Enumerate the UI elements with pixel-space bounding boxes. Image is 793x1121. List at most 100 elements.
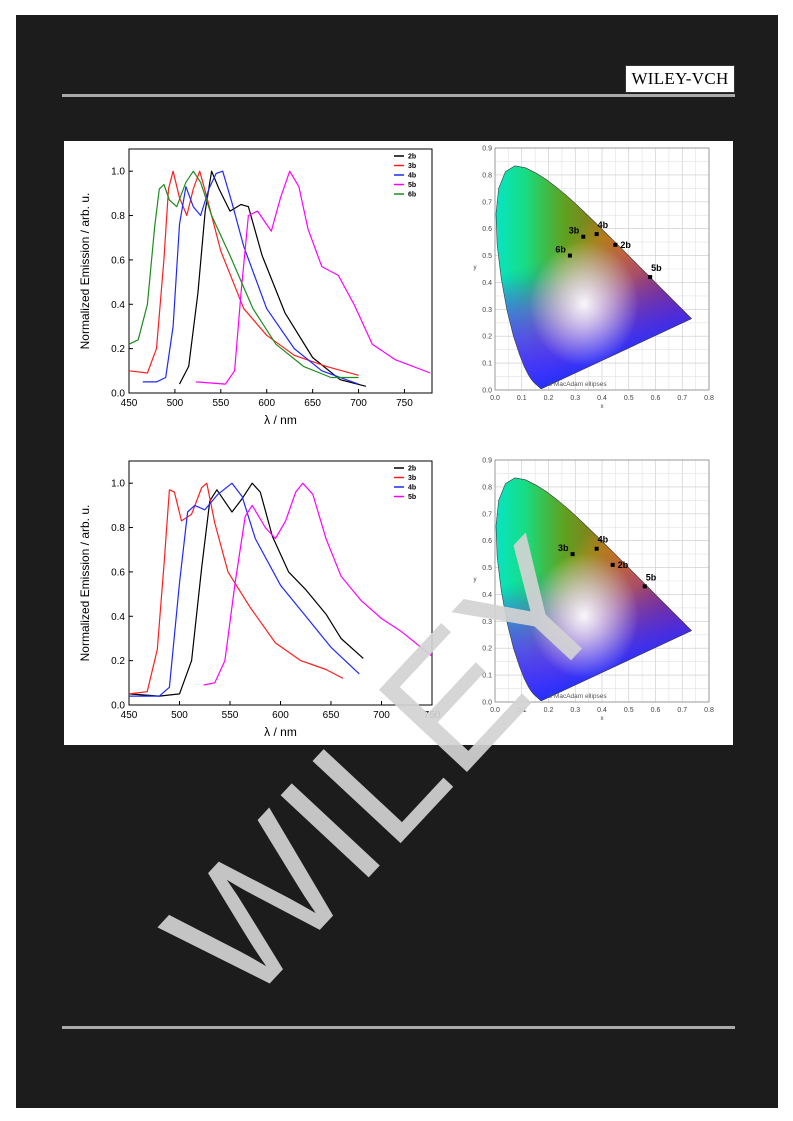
top-emission-series-3b-line: [128, 170, 359, 376]
bottom-cie-x-tick-label: 0.8: [704, 707, 714, 714]
bottom-cie-point-2b: [610, 562, 615, 567]
top-emission-x-tick-label: 750: [396, 398, 413, 409]
top-cie-x-tick-label: 0.0: [490, 395, 500, 402]
bottom-emission-series-3b-line: [128, 482, 344, 695]
top-cie-annotation: 3 MacAdam ellipses: [549, 381, 608, 388]
top-cie-y-tick-label: 0.7: [482, 199, 492, 206]
bottom-emission-plot-frame: [128, 460, 433, 706]
bottom-cie-x-tick-label: 0.2: [544, 707, 554, 714]
bottom-emission-x-tick-label: 650: [323, 710, 340, 721]
top-cie-y-tick-label: 0.3: [482, 307, 492, 314]
bottom-cie-gamut-outline: [495, 477, 692, 701]
top-emission-x-tick-label: 500: [167, 398, 184, 409]
top-cie-gamut-outline: [495, 165, 692, 389]
bottom-emission-series-2b-line: [128, 482, 364, 697]
bottom-cie-y-tick-label: 0.2: [482, 646, 492, 653]
top-cie-x-tick-label: 0.1: [517, 395, 527, 402]
bottom-emission-y-axis-label: Normalized Emission / arb. u.: [78, 505, 92, 662]
bottom-emission-legend-label-4b: 4b: [408, 485, 416, 492]
bottom-cie-y-axis-label: y: [474, 577, 477, 583]
top-emission-legend-label-3b: 3b: [408, 163, 416, 170]
bottom-emission-x-tick-label: 700: [373, 710, 390, 721]
bottom-cie-y-tick-label: 0.0: [482, 700, 492, 707]
bottom-cie-point-4b: [594, 546, 599, 551]
top-cie-x-tick-label: 0.7: [677, 395, 687, 402]
top-cie-point-5b: [648, 275, 653, 280]
top-cie-x-tick-label: 0.8: [704, 395, 714, 402]
bottom-emission-y-tick-label: 0.2: [111, 656, 125, 667]
bottom-cie-point-label-4b: 4b: [598, 535, 609, 545]
bottom-cie-x-tick-label: 0.1: [517, 707, 527, 714]
top-cie-x-tick-label: 0.2: [544, 395, 554, 402]
bottom-cie-y-tick-label: 0.1: [482, 673, 492, 680]
top-cie-y-tick-label: 0.6: [482, 226, 492, 233]
bottom-cie-point-3b: [570, 552, 575, 557]
bottom-cie-point-5b: [642, 584, 647, 589]
top-cie-y-axis-label: y: [474, 265, 477, 271]
top-emission-plot-frame: [128, 148, 433, 394]
figure-canvas: 450 500 550 600 650 700 750 0.0 0.2 0.4 0.6 0.8 1.0 λ…: [78, 146, 714, 740]
top-emission-series-5b-line: [195, 170, 431, 385]
figure: 450 500 550 600 650 700 750 0.0 0.2 0.4 0.6 0.8 1.0 λ…: [64, 141, 733, 745]
top-emission-x-tick-label: 700: [350, 398, 367, 409]
bottom-cie-point-label-2b: 2b: [618, 560, 629, 570]
bottom-emission-y-tick-label: 1.0: [111, 479, 125, 490]
publisher-logo-text: WILEY-VCH: [631, 69, 729, 88]
bottom-emission-x-tick-label: 750: [424, 710, 441, 721]
top-emission-y-tick-label: 0.4: [111, 300, 125, 311]
top-emission-y-tick-label: 0.0: [111, 389, 125, 400]
bottom-emission-legend-label-3b: 3b: [408, 475, 416, 482]
publisher-logo: WILEY-VCH: [625, 65, 735, 93]
top-cie-point-label-5b: 5b: [651, 263, 662, 273]
top-cie-x-tick-label: 0.3: [570, 395, 580, 402]
bottom-cie-x-tick-label: 0.7: [677, 707, 687, 714]
top-emission-legend-label-6b: 6b: [408, 192, 416, 199]
top-emission-series-2b-line: [178, 170, 367, 387]
bottom-cie-x-tick-label: 0.5: [624, 707, 634, 714]
bottom-emission-y-tick-label: 0.6: [111, 567, 125, 578]
bottom-cie-y-tick-label: 0.9: [482, 458, 492, 465]
bottom-cie-point-label-3b: 3b: [558, 543, 569, 553]
bottom-emission-legend-label-5b: 5b: [408, 494, 416, 501]
header-rule: [62, 94, 735, 97]
top-emission-legend-label-4b: 4b: [408, 173, 416, 180]
bottom-emission-x-tick-label: 450: [121, 710, 138, 721]
top-cie-y-tick-label: 0.8: [482, 172, 492, 179]
bottom-cie-y-tick-label: 0.7: [482, 511, 492, 518]
bottom-emission-series-5b-line: [203, 482, 433, 686]
bottom-emission-legend-label-2b: 2b: [408, 466, 416, 473]
bottom-cie-y-tick-label: 0.6: [482, 538, 492, 545]
bottom-emission-y-tick-label: 0.4: [111, 612, 125, 623]
top-cie-y-tick-label: 0.4: [482, 280, 492, 287]
footer-rule: [62, 1026, 735, 1029]
top-emission-series-4b-line: [142, 170, 359, 385]
top-cie-point-6b: [567, 253, 572, 258]
bottom-cie-annotation: 3 MacAdam ellipses: [549, 693, 608, 700]
top-emission-x-tick-label: 650: [304, 398, 321, 409]
top-emission-y-tick-label: 0.2: [111, 344, 125, 355]
bottom-emission-series-4b-line: [129, 482, 360, 697]
bottom-cie-x-tick-label: 0.6: [651, 707, 661, 714]
top-cie-point-2b: [613, 242, 618, 247]
bottom-cie-gamut-shading: [496, 477, 692, 701]
top-cie-y-tick-label: 0.1: [482, 361, 492, 368]
bottom-cie-plot-frame: [494, 459, 710, 703]
top-emission-y-axis-label: Normalized Emission / arb. u.: [78, 193, 92, 350]
top-cie-point-label-3b: 3b: [569, 226, 580, 236]
top-emission-series-6b-line: [128, 170, 359, 379]
top-cie-y-tick-label: 0.5: [482, 253, 492, 260]
bottom-emission-x-axis-label: λ / nm: [264, 725, 297, 739]
top-cie-x-tick-label: 0.4: [597, 395, 607, 402]
top-cie-gamut-shading: [496, 165, 692, 389]
bottom-cie-point-label-5b: 5b: [646, 572, 657, 582]
top-cie-point-3b: [581, 234, 586, 239]
bottom-cie-y-tick-label: 0.8: [482, 484, 492, 491]
top-cie-x-axis-label: x: [601, 404, 604, 410]
top-cie-plot-frame: [494, 147, 710, 391]
bottom-emission-y-tick-label: 0.0: [111, 701, 125, 712]
bottom-cie-y-tick-label: 0.3: [482, 619, 492, 626]
top-emission-y-tick-label: 0.6: [111, 255, 125, 266]
bottom-cie-y-tick-label: 0.5: [482, 565, 492, 572]
top-cie-y-tick-label: 0.0: [482, 388, 492, 395]
bottom-cie-x-tick-label: 0.4: [597, 707, 607, 714]
